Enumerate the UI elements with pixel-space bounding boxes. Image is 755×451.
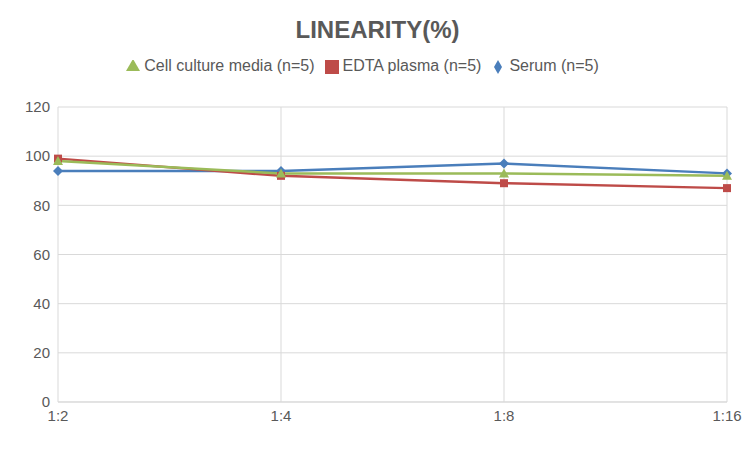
svg-text:80: 80	[33, 197, 50, 214]
html-text:Cell culture media (n=5): Cell culture media (n=5)	[144, 57, 315, 74]
svg-text:20: 20	[33, 344, 50, 361]
svg-text:1:16: 1:16	[712, 407, 741, 424]
svg-text:1:4: 1:4	[271, 407, 292, 424]
svg-text:100: 100	[25, 147, 50, 164]
html-text:EDTA plasma (n=5): EDTA plasma (n=5)	[342, 57, 482, 74]
svg-text:60: 60	[33, 246, 50, 263]
svg-text:1:2: 1:2	[48, 407, 69, 424]
html-text:LINEARITY(%): LINEARITY(%)	[295, 16, 460, 43]
html-text:Serum (n=5): Serum (n=5)	[509, 57, 599, 74]
svg-text:1:8: 1:8	[494, 407, 515, 424]
svg-text:0: 0	[42, 393, 50, 410]
svg-text:40: 40	[33, 295, 50, 312]
svg-text:120: 120	[25, 98, 50, 115]
